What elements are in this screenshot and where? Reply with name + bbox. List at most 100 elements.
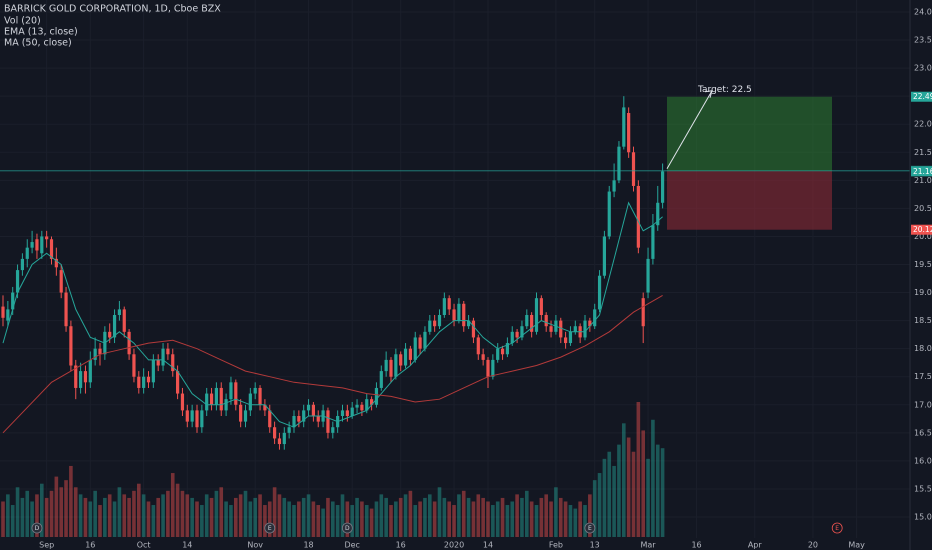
volume-bar [568, 505, 573, 537]
candle-body [568, 331, 573, 344]
candle-body [559, 320, 563, 338]
event-marker [264, 522, 276, 534]
volume-bar [476, 494, 481, 537]
candle-body [394, 354, 398, 377]
volume-bar [204, 494, 209, 537]
volume-bar [190, 497, 194, 537]
candle-body [35, 239, 39, 251]
candle-body [442, 298, 446, 315]
candle-body [64, 292, 68, 327]
volume-bar [258, 494, 262, 537]
candle-body [6, 309, 10, 321]
candle-body [588, 320, 592, 327]
candle-body [510, 331, 514, 344]
price-tag [911, 91, 932, 102]
candle-body [127, 331, 131, 355]
candle-body [268, 410, 272, 428]
candle-body [93, 348, 97, 360]
volume-bar [389, 505, 393, 537]
x-tick-label: 16 [85, 541, 95, 550]
candle-body [534, 298, 539, 332]
volume-bar [316, 505, 321, 537]
candle-body [292, 416, 296, 428]
volume-bar [64, 480, 68, 537]
candle-body [151, 359, 155, 383]
volume-bar [554, 487, 558, 537]
event-label: E [588, 525, 592, 532]
volume-bar [379, 494, 384, 537]
candle-body [447, 298, 451, 310]
volume-bar [195, 501, 199, 537]
candle-body [481, 354, 485, 360]
event-label: D [35, 525, 40, 532]
indicator-line [2, 294, 663, 434]
volume-bar [539, 497, 544, 537]
volume-bar [350, 505, 354, 537]
candle-body [195, 410, 199, 428]
volume-bar [335, 505, 340, 537]
candle-body [505, 343, 509, 355]
candle-body [549, 326, 553, 332]
candle-body [631, 152, 636, 186]
volume-bar [360, 501, 364, 537]
volume-bar [59, 487, 63, 537]
volume-bar [20, 497, 25, 537]
y-tick-label: 18.00 [914, 344, 932, 353]
volume-bar [170, 473, 175, 537]
candle-body [597, 275, 602, 310]
candle-body [40, 236, 44, 254]
candle-body [607, 191, 611, 237]
volume-bar [263, 505, 267, 537]
volume-bar [525, 490, 529, 537]
candle-body [98, 348, 102, 355]
x-tick-label: Dec [344, 541, 359, 550]
volume-bar [209, 497, 214, 537]
y-tick-label: 15.00 [914, 513, 932, 522]
candle-body [161, 348, 165, 366]
volume-bar [646, 458, 650, 537]
candle-body [399, 354, 403, 366]
volume-bar [141, 494, 146, 537]
candle-body [428, 320, 432, 332]
volume-bar [340, 494, 345, 537]
candle-body [539, 298, 543, 315]
y-tick-label: 20.00 [914, 232, 932, 241]
x-tick-label: 2020 [444, 541, 464, 550]
volume-bar [166, 490, 170, 537]
volume-bar [592, 480, 597, 537]
volume-bar [549, 501, 553, 537]
candle-body [69, 326, 73, 366]
candle-body [166, 348, 170, 355]
volume-bar [471, 501, 476, 537]
volume-bar [311, 501, 316, 537]
candle-body [583, 320, 587, 338]
event-label: E [835, 525, 839, 532]
chart-title: BARRICK GOLD CORPORATION, 1D, Cboe BZX [4, 4, 221, 15]
volume-bar [408, 490, 413, 537]
volume-bar [374, 501, 379, 537]
candle-body [326, 410, 330, 433]
candle-body [467, 320, 471, 327]
volume-bar [597, 473, 602, 537]
y-tick-label: 16.50 [914, 428, 932, 437]
candle-body [263, 404, 267, 411]
volume-bar [534, 505, 539, 537]
candle-body [530, 315, 534, 332]
volume-bar [127, 497, 131, 537]
volume-bar [117, 487, 122, 537]
volume-bar [602, 458, 607, 537]
candle-body [258, 387, 262, 405]
candle-body [515, 331, 519, 338]
volume-bar [651, 419, 655, 537]
volume-bar [156, 497, 160, 537]
candle-body [239, 404, 243, 422]
candle-body [302, 410, 306, 422]
candle-body [525, 315, 529, 327]
candle-body [593, 309, 597, 327]
candle-body [500, 348, 505, 355]
candle-body [156, 359, 160, 366]
volume-bar [49, 490, 54, 537]
volume-bar [306, 494, 311, 537]
x-tick-label: 20 [808, 541, 818, 550]
volume-bar [403, 494, 408, 537]
